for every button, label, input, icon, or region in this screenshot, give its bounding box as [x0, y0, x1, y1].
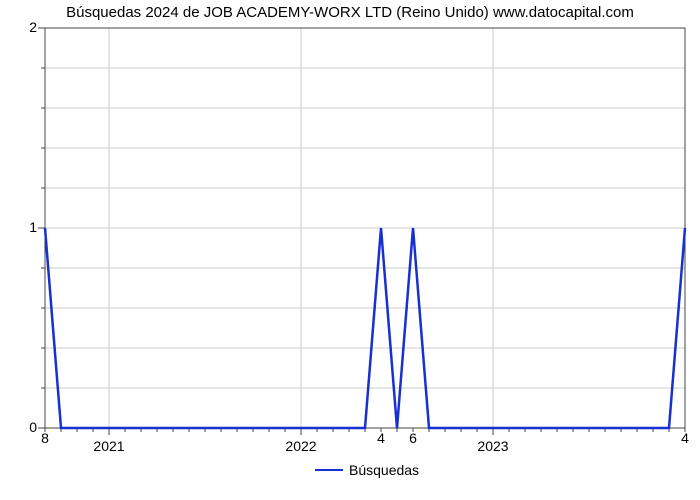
series-value-label: 4 [371, 430, 391, 446]
y-tick-label: 0 [17, 419, 37, 435]
x-tick-label: 2023 [463, 438, 523, 454]
plot-svg [45, 28, 685, 428]
legend-label: Búsquedas [349, 462, 419, 478]
legend: Búsquedas [315, 462, 419, 478]
chart-title: Búsquedas 2024 de JOB ACADEMY-WORX LTD (… [0, 4, 700, 21]
y-tick-label: 1 [17, 219, 37, 235]
series-value-label: 8 [35, 430, 55, 446]
legend-line [315, 469, 343, 472]
x-tick-label: 2021 [79, 438, 139, 454]
x-tick-label: 2022 [271, 438, 331, 454]
chart-container: Búsquedas 2024 de JOB ACADEMY-WORX LTD (… [0, 0, 700, 500]
plot-area [45, 28, 685, 428]
series-value-label: 6 [403, 430, 423, 446]
series-value-label: 4 [675, 430, 695, 446]
y-tick-label: 2 [17, 19, 37, 35]
